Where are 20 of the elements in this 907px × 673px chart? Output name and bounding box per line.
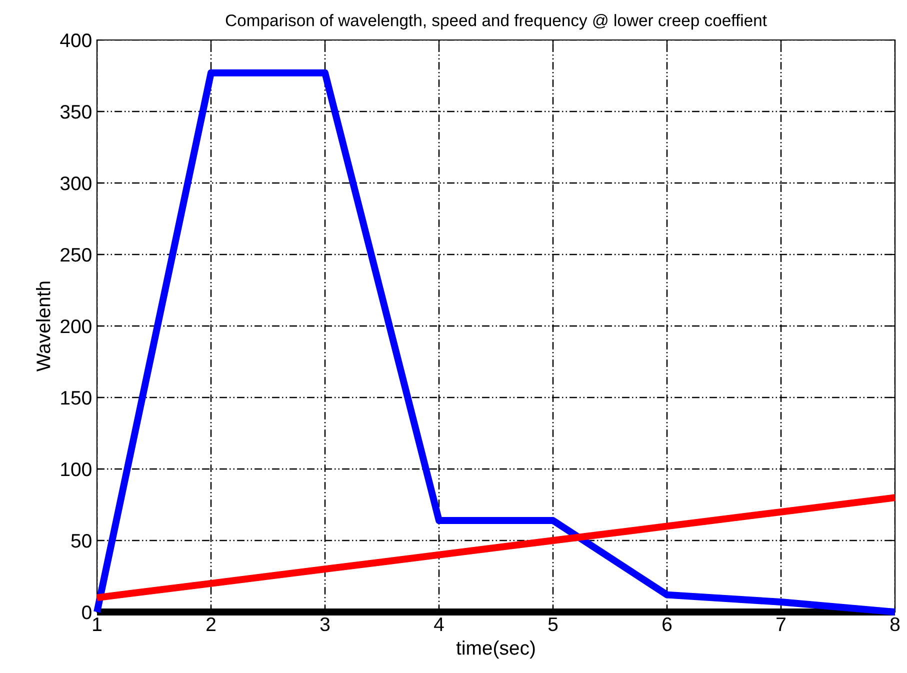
y-tick-label: 150 [61,390,92,405]
y-tick-label: 100 [61,462,92,476]
y-axis-title: Wavelenth [36,282,50,372]
x-axis-title: time(sec) [456,640,535,659]
y-tick-label: 250 [60,248,92,262]
x-tick-label: 4 [434,618,444,631]
x-tick-label: 8 [890,617,900,632]
x-tick-label: 5 [548,618,558,632]
x-tick-label: 7 [776,618,786,631]
chart-title: Comparison of wavelength, speed and frequency @ lower creep coeffient [226,14,767,30]
x-tick-label: 1 [93,618,102,631]
x-tick-label: 3 [320,617,330,632]
x-tick-label: 6 [662,617,672,632]
x-tick-label: 2 [206,617,216,631]
y-tick-label: 300 [60,176,92,190]
y-tick-label: 400 [60,33,92,48]
y-tick-label: 350 [60,104,92,119]
y-tick-label: 200 [60,319,92,334]
y-tick-label: 50 [71,534,92,548]
y-tick-label: 0 [82,605,92,620]
